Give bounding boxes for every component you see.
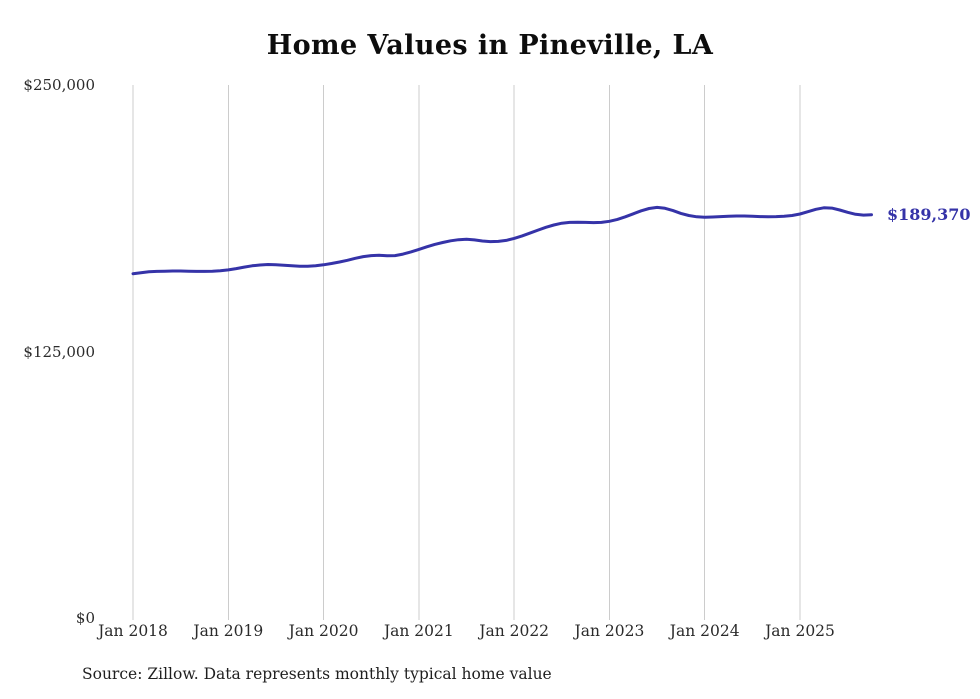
source-note: Source: Zillow. Data represents monthly … bbox=[82, 665, 552, 683]
year-gridlines bbox=[132, 85, 801, 620]
x-tick-label: Jan 2023 bbox=[574, 622, 645, 640]
x-tick-label: Jan 2020 bbox=[288, 622, 359, 640]
x-tick-label: Jan 2018 bbox=[98, 622, 168, 640]
y-tick-0: $0 bbox=[75, 609, 95, 627]
x-tick-label: Jan 2024 bbox=[669, 622, 740, 640]
x-tick-label: Jan 2022 bbox=[479, 622, 550, 640]
x-tick-label: Jan 2019 bbox=[193, 622, 264, 640]
x-tick-label: Jan 2025 bbox=[765, 622, 835, 640]
current-value-label: $189,370 bbox=[887, 205, 971, 224]
chart-title: Home Values in Pineville, LA bbox=[266, 30, 714, 61]
y-tick-250000: $250,000 bbox=[23, 76, 95, 94]
y-tick-125000: $125,000 bbox=[23, 343, 95, 361]
x-tick-label: Jan 2021 bbox=[383, 622, 454, 640]
home-value-line bbox=[131, 205, 873, 276]
